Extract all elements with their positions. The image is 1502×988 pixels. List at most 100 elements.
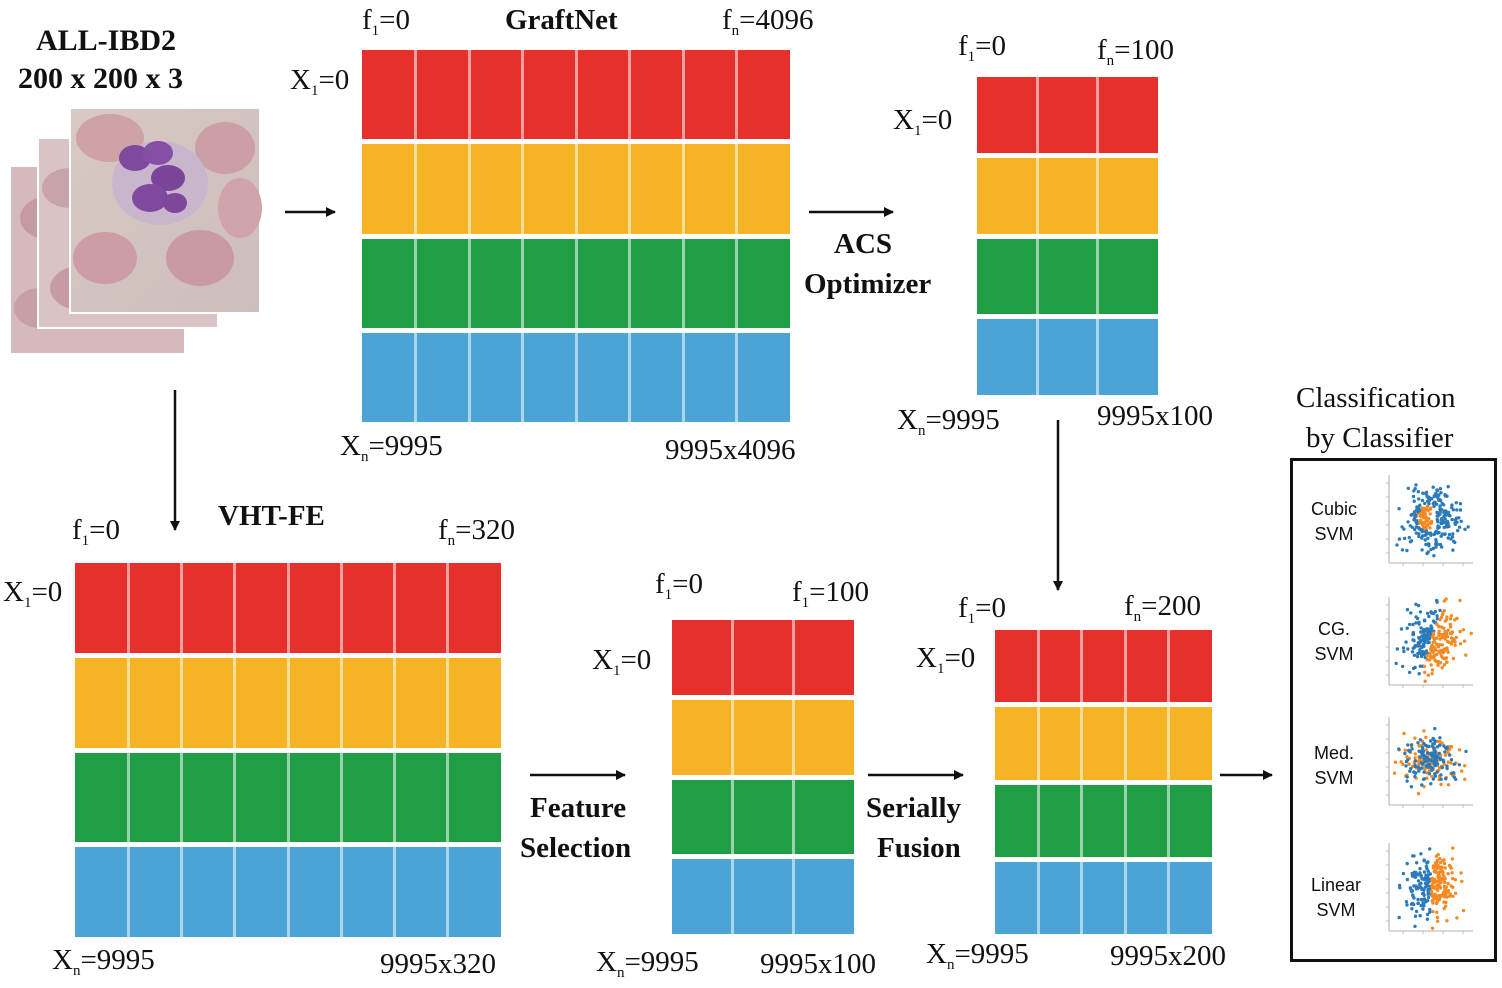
scatter-point xyxy=(1430,926,1435,930)
scatter-point xyxy=(1417,497,1421,501)
scatter-point xyxy=(1436,514,1440,518)
scatter-point xyxy=(1409,539,1414,543)
scatter-point xyxy=(1426,880,1430,884)
scatter-point xyxy=(1435,488,1439,492)
scatter-point xyxy=(1450,771,1454,775)
scatter-point xyxy=(1438,617,1442,622)
matrix-cell-divider xyxy=(521,332,524,422)
matrix-cell-divider xyxy=(1096,77,1100,153)
scatter-point xyxy=(1420,634,1424,638)
scatter-point xyxy=(1428,526,1432,530)
scatter-point xyxy=(1409,743,1414,747)
scatter-point xyxy=(1405,903,1409,907)
scatter-point xyxy=(1422,618,1427,622)
scatter-point xyxy=(1410,871,1414,876)
scatter-point xyxy=(1412,499,1416,503)
scatter-point xyxy=(1434,545,1438,549)
scatter-point xyxy=(1430,751,1434,755)
scatter-point xyxy=(1395,647,1399,651)
scatter-point xyxy=(1426,628,1430,632)
scatter-point xyxy=(1427,542,1431,546)
scatter-point xyxy=(1427,640,1431,645)
scatter-point xyxy=(1455,916,1459,920)
scatter-point xyxy=(1463,527,1467,531)
scatter-point xyxy=(1438,756,1443,761)
matrix-cell-divider xyxy=(628,50,631,140)
scatter-point xyxy=(1417,622,1421,626)
scatter-point xyxy=(1442,744,1446,748)
scatter-point xyxy=(1397,507,1401,511)
fusion-label-line1: Serially xyxy=(866,792,962,824)
scatter-point xyxy=(1409,785,1414,789)
scatter-point xyxy=(1446,510,1451,515)
scatter-point xyxy=(1413,527,1417,532)
scatter-point xyxy=(1440,613,1445,617)
scatter-point xyxy=(1413,665,1417,670)
scatter-point xyxy=(1445,525,1449,529)
scatter-point xyxy=(1438,507,1442,511)
matrix-cell-divider xyxy=(1035,77,1039,153)
matrix-cell-divider xyxy=(446,847,450,937)
classifier-cubic-svm-label: Cubic SVM xyxy=(1310,499,1358,544)
matrix-row-red xyxy=(672,620,854,695)
input-dims: 200 x 200 x 3 xyxy=(18,62,183,95)
scatter-point xyxy=(1458,629,1462,634)
scatter-point xyxy=(1405,548,1409,553)
scatter-point xyxy=(1458,598,1462,603)
scatter-point xyxy=(1437,751,1441,756)
scatter-point xyxy=(1463,764,1467,768)
scatter-point xyxy=(1449,758,1454,762)
scatter-point xyxy=(1419,903,1423,908)
scatter-point xyxy=(1404,640,1408,644)
scatter-point xyxy=(1450,503,1454,507)
scatter-point xyxy=(1423,670,1427,675)
scatter-point xyxy=(1426,895,1431,900)
matrix-cell-divider xyxy=(414,144,417,234)
acs-label-line1: ACS xyxy=(834,228,893,260)
scatter-point xyxy=(1429,782,1433,786)
matrix-cell-divider xyxy=(574,50,578,140)
matrix-cell-divider xyxy=(414,332,417,422)
scatter-point xyxy=(1460,879,1464,884)
matrix-cell-divider xyxy=(180,752,183,843)
scatter-point xyxy=(1410,650,1415,654)
matrix-cell-divider xyxy=(1167,861,1171,934)
scatter-point xyxy=(1419,852,1423,856)
scatter-point xyxy=(1453,643,1457,647)
scatter-point xyxy=(1426,523,1430,527)
scatter-point xyxy=(1435,617,1439,621)
matrix-cell-divider xyxy=(1080,707,1084,780)
scatter-point xyxy=(1421,749,1426,753)
scatter-point xyxy=(1447,532,1452,537)
scatter-point xyxy=(1424,748,1429,752)
scatter-point xyxy=(1431,886,1435,890)
scatter-point xyxy=(1429,645,1433,649)
scatter-point xyxy=(1425,751,1430,755)
scatter-point xyxy=(1434,854,1439,858)
scatter-point xyxy=(1417,758,1421,762)
scatter-point xyxy=(1452,637,1456,641)
matrix-cell-divider xyxy=(1096,238,1100,315)
scatter-point xyxy=(1417,749,1421,753)
scatter-point xyxy=(1421,891,1426,895)
scatter-point xyxy=(1415,861,1419,865)
scatter-point xyxy=(1440,765,1444,770)
fusion-label-line2: Fusion xyxy=(877,832,961,864)
scatter-point xyxy=(1459,519,1463,523)
scatter-point xyxy=(1395,543,1399,547)
scatter-point xyxy=(1416,897,1420,902)
graftnet-fn-label: fn=4096 xyxy=(722,4,814,39)
scatter-point xyxy=(1466,525,1470,529)
scatter-point xyxy=(1430,497,1434,501)
matrix-cell-divider xyxy=(735,144,738,234)
scatter-point xyxy=(1405,877,1410,882)
scatter-point xyxy=(1435,910,1439,914)
scatter-point xyxy=(1434,538,1438,542)
scatter-point xyxy=(1450,535,1455,539)
matrix-cell-divider xyxy=(681,144,685,234)
scatter-point xyxy=(1441,758,1446,762)
scatter-point xyxy=(1450,857,1455,861)
scatter-point xyxy=(1428,531,1433,535)
matrix-cell-divider xyxy=(126,657,130,748)
scatter-point xyxy=(1444,509,1448,513)
